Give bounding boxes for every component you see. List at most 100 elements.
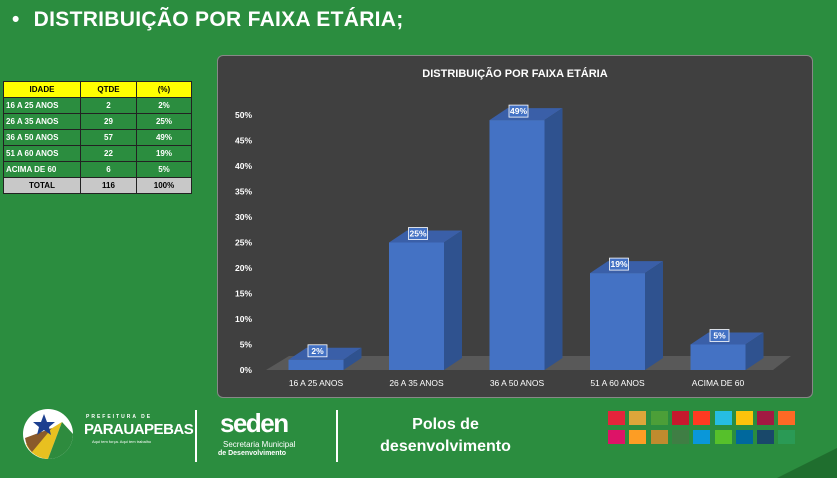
polos-line1: Polos de xyxy=(412,416,479,433)
sdg-icon xyxy=(671,430,689,444)
data-label-box xyxy=(508,104,529,118)
bar xyxy=(288,359,344,370)
table-row: 51 A 60 ANOS 22 19% xyxy=(3,145,192,162)
bar-side xyxy=(343,347,362,370)
y-tick-label: 20% xyxy=(235,263,252,273)
bar-chart: DISTRIBUIÇÃO POR FAIXA ETÁRIA 0% 5% 10% 15% 2… xyxy=(235,67,791,388)
x-tick-label: ACIMA DE 60 xyxy=(692,378,745,388)
bar xyxy=(389,242,444,370)
bar-side xyxy=(544,108,563,370)
sdg-icon xyxy=(735,411,753,425)
sdg-icon xyxy=(757,411,775,425)
data-label: 19% xyxy=(610,259,627,269)
sdg-icon xyxy=(671,411,689,425)
bar xyxy=(489,120,545,370)
x-tick-label: 26 A 35 ANOS xyxy=(389,378,444,388)
table-row: ACIMA DE 60 6 5% xyxy=(3,161,192,178)
slogan: Aqui tem força. Aqui tem trabalho xyxy=(92,439,152,444)
cell-qtde: 57 xyxy=(80,129,137,146)
sdg-icon xyxy=(608,430,625,444)
x-tick-label: 51 A 60 ANOS xyxy=(590,378,645,388)
cell-pct: 19% xyxy=(136,145,192,162)
cell-qtde: 6 xyxy=(80,161,137,178)
table-row: 26 A 35 ANOS 29 25% xyxy=(3,113,192,130)
cell-idade: 36 A 50 ANOS xyxy=(3,129,81,146)
data-label: 5% xyxy=(713,331,726,341)
header-pct: (%) xyxy=(136,81,192,98)
seden-sub1: Secretaria Municipal xyxy=(223,440,296,449)
prefeitura-label: PREFEITURA DE xyxy=(86,414,153,420)
corner-decoration xyxy=(777,448,837,478)
divider xyxy=(336,410,338,462)
total-label: TOTAL xyxy=(3,177,81,194)
data-label-box xyxy=(609,257,629,271)
y-tick-label: 10% xyxy=(235,314,252,324)
cell-idade: 26 A 35 ANOS xyxy=(3,113,81,130)
sdg-icon xyxy=(650,411,668,425)
total-pct: 100% xyxy=(136,177,192,194)
divider xyxy=(195,410,197,462)
cell-qtde: 2 xyxy=(80,97,137,114)
data-label-box xyxy=(408,227,428,240)
page-title: • DISTRIBUIÇÃO POR FAIXA ETÁRIA; xyxy=(12,8,404,32)
table-row: 36 A 50 ANOS 57 49% xyxy=(3,129,192,146)
bar-side xyxy=(645,261,663,370)
bullet: • xyxy=(12,8,20,31)
sdg-icon xyxy=(693,430,711,444)
sdg-icon xyxy=(735,430,753,444)
cell-pct: 2% xyxy=(136,97,192,114)
chart-panel: DISTRIBUIÇÃO POR FAIXA ETÁRIA 0% 5% 10% 15% 2… xyxy=(217,55,813,398)
y-tick-label: 30% xyxy=(235,212,252,222)
seden-logo: seden xyxy=(220,408,289,438)
cell-idade: 16 A 25 ANOS xyxy=(3,97,81,114)
header-idade: IDADE xyxy=(3,81,81,98)
polos-label: Polos de desenvolvimento xyxy=(368,414,523,458)
sdg-icon xyxy=(650,430,668,444)
y-tick-label: 35% xyxy=(235,187,252,197)
sdg-icon xyxy=(629,430,647,444)
y-tick-label: 5% xyxy=(240,340,253,350)
data-label: 49% xyxy=(510,106,527,116)
sdg-icon xyxy=(608,411,625,425)
total-qtde: 116 xyxy=(80,177,137,194)
cell-pct: 5% xyxy=(136,161,192,178)
cell-idade: ACIMA DE 60 xyxy=(3,161,81,178)
y-tick-label: 45% xyxy=(235,136,252,146)
chart-title: DISTRIBUIÇÃO POR FAIXA ETÁRIA xyxy=(422,67,607,80)
sdg-icon xyxy=(778,430,796,444)
seden-sub2: de Desenvolvimento xyxy=(218,450,287,457)
y-tick-label: 25% xyxy=(235,238,252,248)
bar xyxy=(690,344,746,370)
sdg-icon xyxy=(757,430,775,444)
age-table: IDADE QTDE (%) 16 A 25 ANOS 2 2% 26 A 35 AN… xyxy=(3,81,192,194)
title-text: DISTRIBUIÇÃO POR FAIXA ETÁRIA; xyxy=(33,8,404,31)
table-total-row: TOTAL 116 100% xyxy=(3,177,192,194)
y-tick-label: 15% xyxy=(235,289,252,299)
cell-idade: 51 A 60 ANOS xyxy=(3,145,81,162)
data-label: 25% xyxy=(409,229,426,239)
data-label-box xyxy=(709,329,730,342)
y-tick-label: 0% xyxy=(240,365,253,375)
data-label: 2% xyxy=(311,346,324,356)
sdg-icon xyxy=(714,411,732,425)
parauapebas-logo xyxy=(23,409,73,459)
bar-side xyxy=(745,332,764,370)
data-label-box xyxy=(307,344,328,358)
table-row: 16 A 25 ANOS 2 2% xyxy=(3,97,192,114)
footer: PREFEITURA DE PARAUAPEBAS Aqui tem força… xyxy=(0,400,837,478)
polos-line2: desenvolvimento xyxy=(380,438,511,455)
x-tick-label: 16 A 25 ANOS xyxy=(289,378,344,388)
table-header: IDADE QTDE (%) xyxy=(3,81,192,98)
sdg-icon xyxy=(693,411,711,425)
cell-pct: 49% xyxy=(136,129,192,146)
sdg-icon xyxy=(778,411,796,425)
cell-qtde: 22 xyxy=(80,145,137,162)
header-qtde: QTDE xyxy=(80,81,137,98)
y-tick-label: 50% xyxy=(235,110,252,120)
cell-qtde: 29 xyxy=(80,113,137,130)
sdg-icon xyxy=(629,411,647,425)
bar-side xyxy=(444,230,462,370)
cell-pct: 25% xyxy=(136,113,192,130)
y-tick-label: 40% xyxy=(235,161,252,171)
x-tick-label: 36 A 50 ANOS xyxy=(490,378,545,388)
